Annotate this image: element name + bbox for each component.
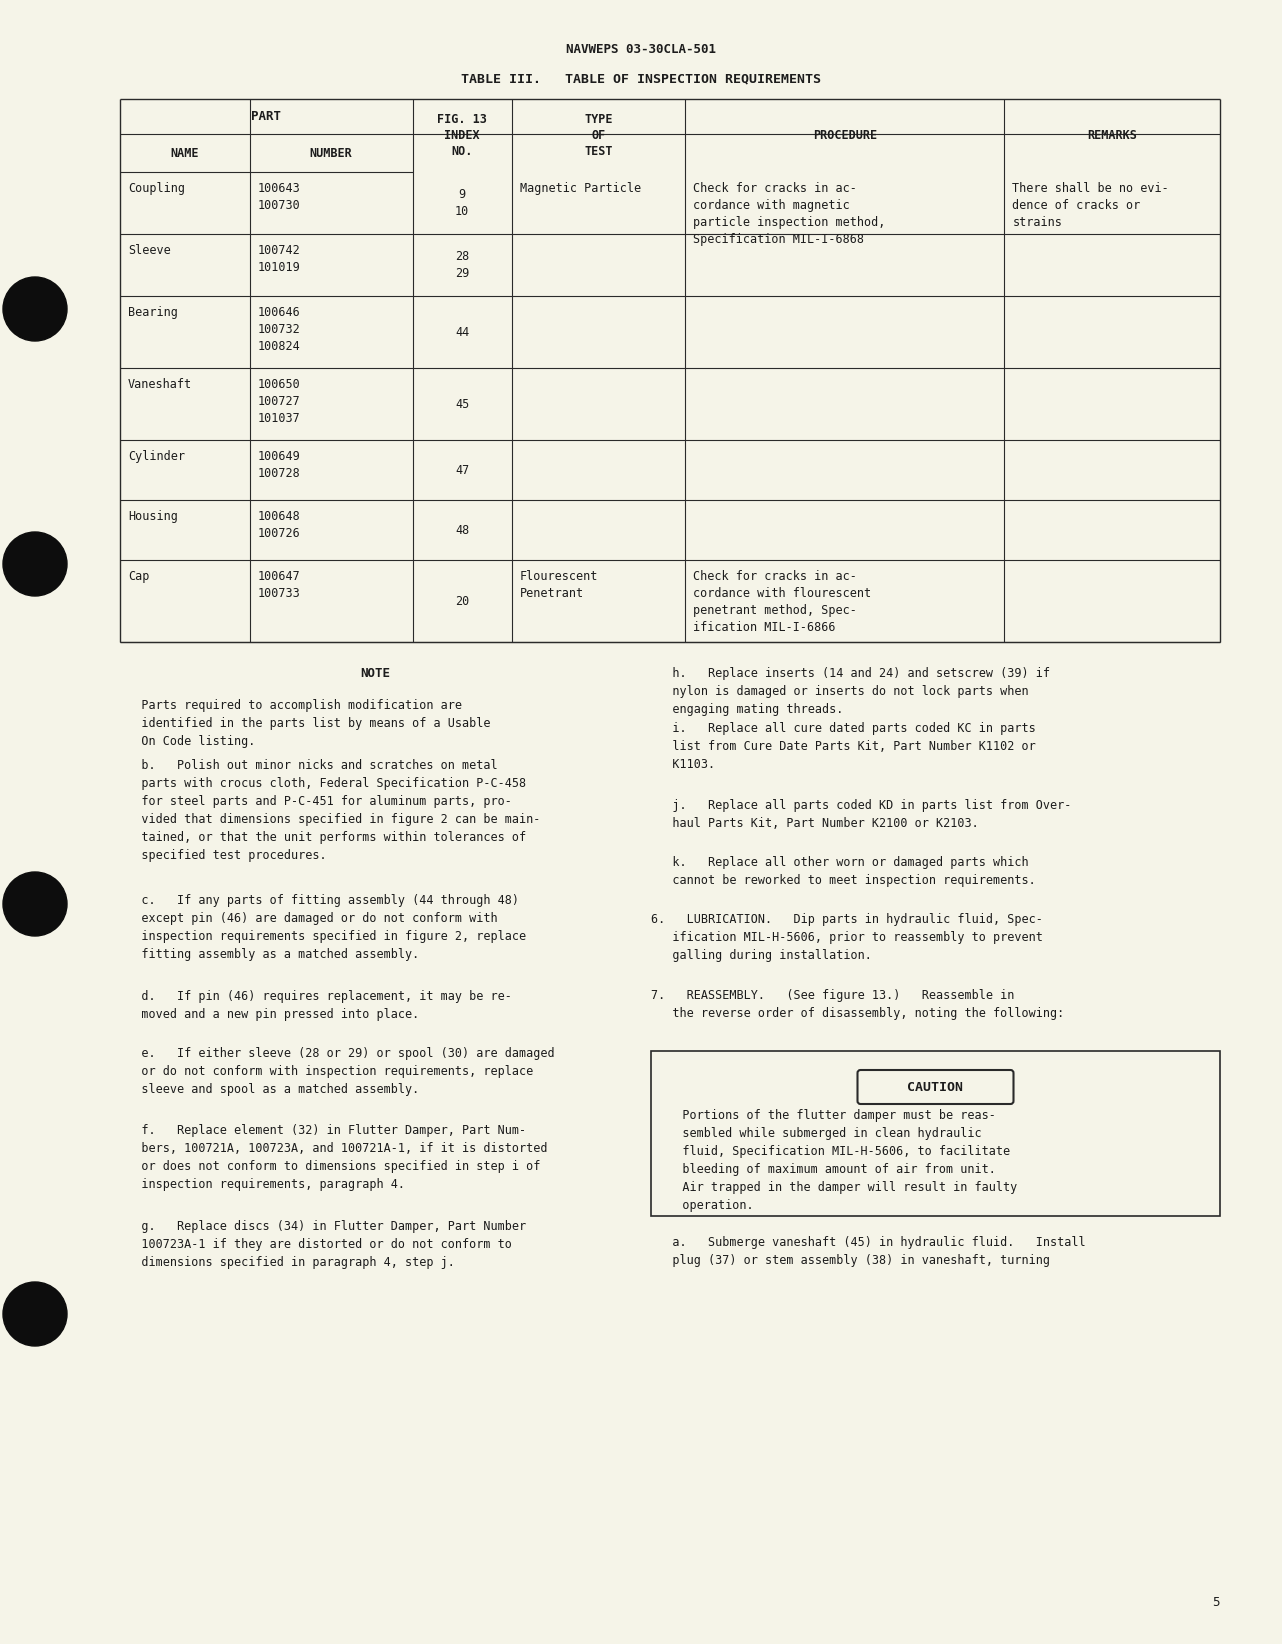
Text: PROCEDURE: PROCEDURE — [813, 128, 877, 141]
Text: Flourescent
Penetrant: Flourescent Penetrant — [519, 570, 597, 600]
Text: Parts required to accomplish modification are
   identified in the parts list by: Parts required to accomplish modificatio… — [121, 699, 491, 748]
Text: 6.   LUBRICATION.   Dip parts in hydraulic fluid, Spec-
   ification MIL-H-5606,: 6. LUBRICATION. Dip parts in hydraulic f… — [651, 912, 1042, 962]
Bar — [651, 1051, 1220, 1217]
Text: 100650
100727
101037: 100650 100727 101037 — [258, 378, 300, 426]
Text: g.   Replace discs (34) in Flutter Damper, Part Number
   100723A-1 if they are : g. Replace discs (34) in Flutter Damper,… — [121, 1220, 526, 1269]
Text: Magnetic Particle: Magnetic Particle — [519, 182, 641, 196]
Text: PART: PART — [251, 110, 281, 123]
Circle shape — [3, 871, 67, 935]
Text: 100648
100726: 100648 100726 — [258, 510, 300, 539]
Text: i.   Replace all cure dated parts coded KC in parts
   list from Cure Date Parts: i. Replace all cure dated parts coded KC… — [651, 722, 1036, 771]
Text: 100649
100728: 100649 100728 — [258, 450, 300, 480]
Text: 100647
100733: 100647 100733 — [258, 570, 300, 600]
Text: 7.   REASSEMBLY.   (See figure 13.)   Reassemble in
   the reverse order of disa: 7. REASSEMBLY. (See figure 13.) Reassemb… — [651, 990, 1064, 1019]
Text: REMARKS: REMARKS — [1087, 128, 1137, 141]
Text: d.   If pin (46) requires replacement, it may be re-
   moved and a new pin pres: d. If pin (46) requires replacement, it … — [121, 990, 512, 1021]
FancyBboxPatch shape — [858, 1070, 1014, 1105]
Text: 48: 48 — [455, 523, 469, 536]
Text: e.   If either sleeve (28 or 29) or spool (30) are damaged
   or do not conform : e. If either sleeve (28 or 29) or spool … — [121, 1047, 555, 1097]
Text: TYPE
OF
TEST: TYPE OF TEST — [585, 113, 613, 158]
Text: Sleeve: Sleeve — [128, 243, 171, 256]
Text: f.   Replace element (32) in Flutter Damper, Part Num-
   bers, 100721A, 100723A: f. Replace element (32) in Flutter Dampe… — [121, 1123, 547, 1190]
Text: Housing: Housing — [128, 510, 178, 523]
Text: CAUTION: CAUTION — [908, 1080, 964, 1093]
Text: j.   Replace all parts coded KD in parts list from Over-
   haul Parts Kit, Part: j. Replace all parts coded KD in parts l… — [651, 799, 1072, 830]
Text: 5: 5 — [1213, 1596, 1220, 1609]
Text: Coupling: Coupling — [128, 182, 185, 196]
Text: Bearing: Bearing — [128, 306, 178, 319]
Text: TABLE III.   TABLE OF INSPECTION REQUIREMENTS: TABLE III. TABLE OF INSPECTION REQUIREME… — [462, 72, 820, 85]
Text: c.   If any parts of fitting assembly (44 through 48)
   except pin (46) are dam: c. If any parts of fitting assembly (44 … — [121, 894, 526, 962]
Text: FIG. 13
INDEX
NO.: FIG. 13 INDEX NO. — [437, 113, 487, 158]
Text: Check for cracks in ac-
cordance with flourescent
penetrant method, Spec-
ificat: Check for cracks in ac- cordance with fl… — [694, 570, 872, 635]
Text: Vaneshaft: Vaneshaft — [128, 378, 192, 391]
Text: k.   Replace all other worn or damaged parts which
   cannot be reworked to meet: k. Replace all other worn or damaged par… — [651, 855, 1036, 886]
Text: 100643
100730: 100643 100730 — [258, 182, 300, 212]
Text: a.   Submerge vaneshaft (45) in hydraulic fluid.   Install
   plug (37) or stem : a. Submerge vaneshaft (45) in hydraulic … — [651, 1236, 1086, 1268]
Text: 28
29: 28 29 — [455, 250, 469, 279]
Text: Cap: Cap — [128, 570, 150, 584]
Text: NUMBER: NUMBER — [310, 146, 353, 159]
Text: There shall be no evi-
dence of cracks or
strains: There shall be no evi- dence of cracks o… — [1013, 182, 1169, 229]
Text: b.   Polish out minor nicks and scratches on metal
   parts with crocus cloth, F: b. Polish out minor nicks and scratches … — [121, 760, 541, 861]
Text: Check for cracks in ac-
cordance with magnetic
particle inspection method,
Speci: Check for cracks in ac- cordance with ma… — [694, 182, 886, 247]
Text: 9
10: 9 10 — [455, 187, 469, 219]
Text: 20: 20 — [455, 595, 469, 608]
Circle shape — [3, 533, 67, 597]
Text: NAME: NAME — [171, 146, 199, 159]
Circle shape — [3, 1282, 67, 1346]
Text: Portions of the flutter damper must be reas-
   sembled while submerged in clean: Portions of the flutter damper must be r… — [662, 1110, 1017, 1212]
Text: 100646
100732
100824: 100646 100732 100824 — [258, 306, 300, 353]
Text: 45: 45 — [455, 398, 469, 411]
Text: NOTE: NOTE — [360, 667, 391, 681]
Text: h.   Replace inserts (14 and 24) and setscrew (39) if
   nylon is damaged or ins: h. Replace inserts (14 and 24) and setsc… — [651, 667, 1050, 717]
Text: NAVWEPS 03-30CLA-501: NAVWEPS 03-30CLA-501 — [565, 43, 717, 56]
Text: Cylinder: Cylinder — [128, 450, 185, 464]
Circle shape — [3, 276, 67, 340]
Text: 100742
101019: 100742 101019 — [258, 243, 300, 275]
Text: 44: 44 — [455, 326, 469, 339]
Text: 47: 47 — [455, 464, 469, 477]
